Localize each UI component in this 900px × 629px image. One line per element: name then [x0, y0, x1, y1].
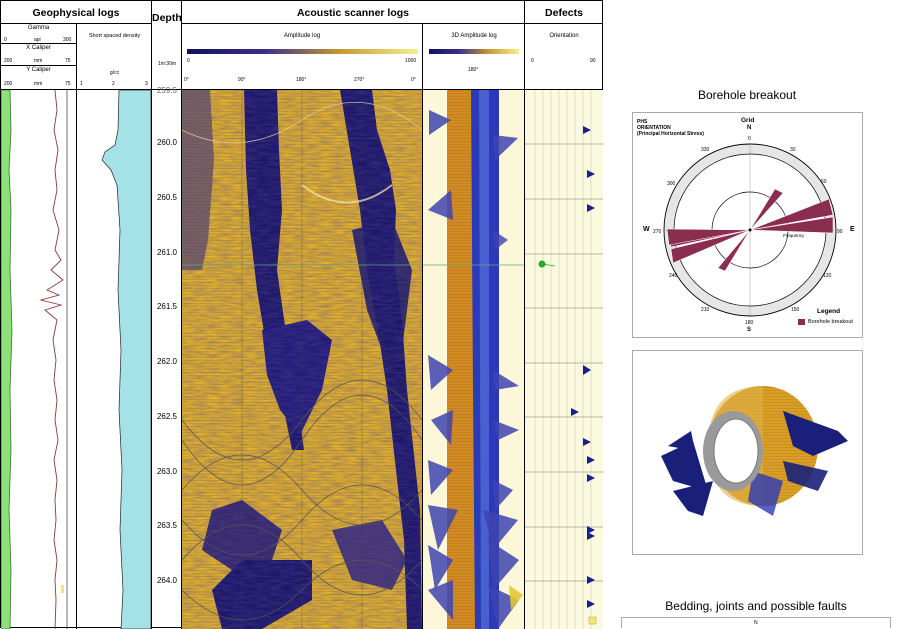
amplitude-3d-label: 3D Amplitude log	[451, 33, 497, 39]
ring-30: 30	[790, 147, 796, 153]
amplitude-angle-180: 180°	[296, 77, 307, 83]
x-caliper-fill	[1, 90, 13, 629]
density-label: Short spaced density	[88, 33, 141, 39]
legend-title: Legend	[817, 308, 841, 315]
phs-line3: (Principal Horizontal Stress)	[637, 131, 704, 137]
gamma-max: 300	[63, 37, 72, 43]
ring-330: 330	[701, 147, 710, 153]
phs-line2: ORIENTATION	[637, 125, 671, 131]
orientation-max: 90	[590, 58, 596, 64]
density-tick-3: 3	[145, 81, 148, 87]
phs-line1: PHS	[637, 119, 648, 125]
gamma-trace	[39, 90, 64, 629]
depth-label-5: 262.5	[156, 411, 178, 421]
geophysical-logs-header: Geophysical logs	[32, 7, 120, 19]
depth-label-7: 263.5	[156, 521, 178, 531]
amplitude-angle-270: 270°	[354, 77, 365, 83]
depth-label-2: 261.0	[156, 247, 178, 257]
amplitude-3d-image	[423, 90, 524, 629]
orientation-min: 0	[531, 58, 534, 64]
amplitude-3d-angle: 180°	[468, 67, 479, 73]
ring-270: 270	[653, 229, 662, 235]
bedding-title: Bedding, joints and possible faults	[665, 599, 847, 613]
density-tick-2: 2	[112, 81, 115, 87]
amplitude-angle-90: 90°	[238, 77, 246, 83]
borehole-breakout-rose-diagram: PHS ORIENTATION (Principal Horizontal St…	[632, 112, 863, 338]
density-tick-1: 1	[80, 81, 83, 87]
rose-ring-labels: 0 30 60 90 120 150 180 210 240 270 300 3…	[653, 136, 843, 326]
borehole-log-strip: Geophysical logs Gamma 0 api 300 X Calip…	[0, 0, 603, 629]
depth-label-6: 263.0	[156, 466, 178, 476]
y-caliper-max: 75	[65, 81, 71, 87]
depth-label-3: 261.5	[156, 302, 178, 312]
ring-120: 120	[823, 273, 832, 279]
legend-swatch	[798, 319, 805, 325]
ring-150: 150	[791, 307, 800, 313]
ring-180: 180	[745, 320, 754, 326]
amplitude-3d-colorbar	[429, 49, 519, 54]
gamma-unit: api	[34, 37, 41, 43]
defects-tadpole-plot	[525, 90, 603, 629]
borehole-3d-view	[632, 350, 863, 555]
borehole-3d-render	[661, 386, 848, 516]
bedding-north: N	[754, 620, 758, 626]
x-caliper-max: 75	[65, 58, 71, 64]
east-label: E	[850, 226, 855, 233]
depth-label-4: 262.0	[156, 357, 178, 366]
amplitude-scale-min: 0	[187, 58, 190, 64]
gamma-label: Gamma	[27, 25, 50, 31]
legend-item: Borehole breakout	[808, 319, 853, 325]
depth-header: Depth	[152, 12, 182, 24]
depth-label-8: 264.0	[156, 576, 178, 585]
defects-column: Defects Orientation 0 90	[525, 1, 603, 629]
depth-label-0: 260.0	[156, 138, 178, 147]
bedding-panel: N	[621, 617, 891, 628]
depth-column: Depth 1m:30m 259.5 260.0 260.5 261.0 261.5 2…	[152, 1, 182, 629]
geophysical-traces	[1, 90, 151, 629]
y-caliper-min: 200	[4, 81, 13, 87]
ring-240: 240	[669, 273, 678, 279]
density-fill	[101, 90, 151, 629]
y-caliper-unit: mm	[34, 81, 43, 87]
amplitude-angle-0: 0°	[184, 77, 189, 83]
geophysical-logs-column: Geophysical logs Gamma 0 api 300 X Calip…	[1, 1, 152, 629]
depth-scale: 1m:30m	[157, 61, 177, 67]
orientation-label: Orientation	[549, 33, 579, 39]
depth-label-1: 260.5	[156, 192, 178, 202]
x-caliper-min: 200	[4, 58, 13, 64]
ring-210: 210	[701, 307, 710, 313]
x-caliper-unit: mm	[34, 58, 43, 64]
defects-header: Defects	[545, 7, 583, 19]
ring-300: 300	[667, 181, 676, 187]
amplitude-log-image	[182, 90, 422, 629]
amplitude-angle-0b: 0°	[411, 77, 416, 83]
north-label: N	[747, 125, 752, 131]
x-caliper-label: X Caliper	[26, 45, 51, 51]
amplitude-scale-max: 1000	[405, 58, 417, 64]
amplitude-colorbar	[187, 49, 418, 54]
rose-plot: 0 30 60 90 120 150 180 210 240 270 300 3…	[653, 136, 843, 326]
acoustic-header: Acoustic scanner logs	[296, 7, 410, 19]
acoustic-scanner-column: Acoustic scanner logs Amplitude log 0 10…	[182, 1, 525, 629]
borehole-breakout-title: Borehole breakout	[697, 88, 797, 102]
density-unit: g/cc	[109, 70, 120, 76]
depth-label-partial: 259.5	[156, 86, 178, 95]
amplitude-log-label: Amplitude log	[283, 33, 321, 39]
gamma-min: 0	[4, 37, 7, 43]
ring-60: 60	[821, 179, 827, 185]
ring-90: 90	[837, 229, 843, 235]
ring-0: 0	[748, 136, 751, 142]
frequency-label: Frequency	[783, 233, 805, 238]
west-label: W	[643, 226, 650, 233]
y-caliper-label: Y Caliper	[26, 67, 51, 73]
grid-label: Grid	[741, 117, 755, 124]
south-label: S	[747, 327, 752, 333]
